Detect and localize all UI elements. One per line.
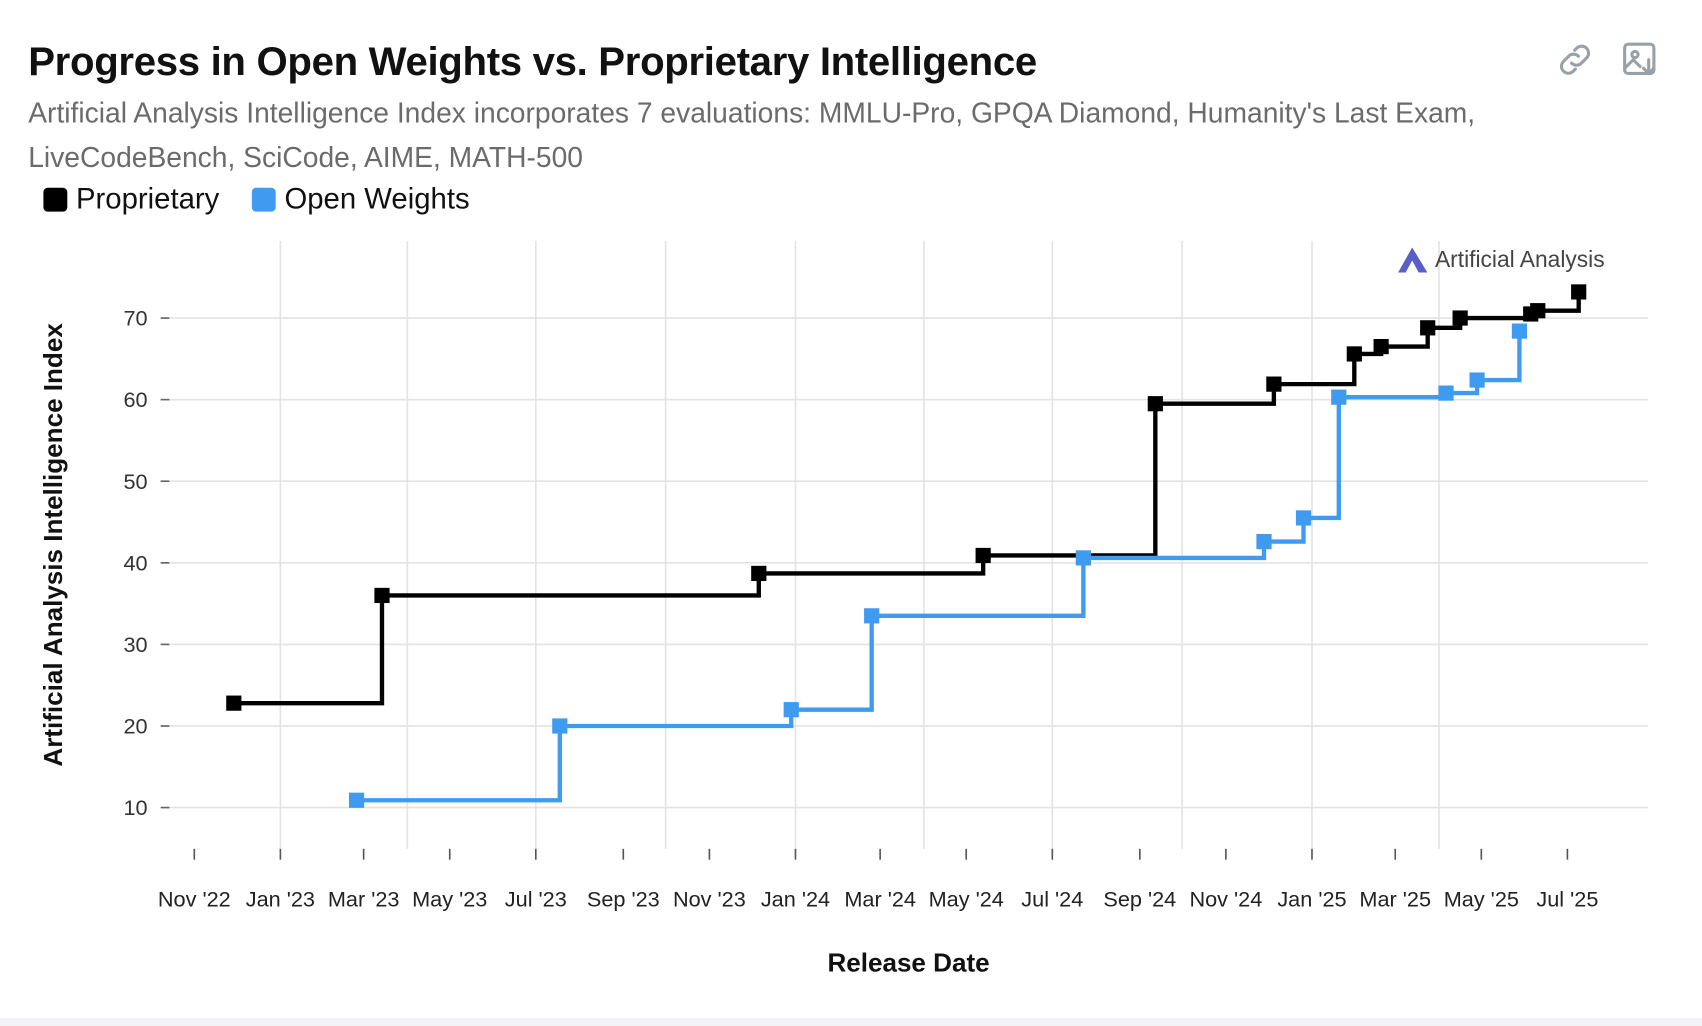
x-tick-label: Jul '23 <box>505 886 567 911</box>
data-point-proprietary <box>1571 284 1587 300</box>
data-point-proprietary <box>975 547 991 564</box>
y-tick-label: 40 <box>123 550 147 575</box>
legend-swatch-proprietary <box>43 187 68 212</box>
y-tick-label: 60 <box>123 387 147 412</box>
data-point-proprietary <box>1420 320 1436 336</box>
data-point-proprietary <box>1373 338 1389 355</box>
legend-label: Open Weights <box>284 182 470 215</box>
data-point-proprietary <box>374 587 390 604</box>
x-tick-label: Jan '24 <box>761 886 830 911</box>
y-tick-label: 70 <box>123 306 147 331</box>
x-tick-label: Sep '23 <box>587 886 660 911</box>
x-tick-label: Nov '23 <box>673 886 746 911</box>
y-tick-label: 30 <box>123 632 147 657</box>
data-point-open-weights <box>1438 385 1454 401</box>
data-point-open-weights <box>552 718 568 734</box>
data-point-proprietary <box>1147 396 1163 412</box>
x-tick-label: Mar '24 <box>844 886 916 911</box>
legend-swatch-open-weights <box>251 187 276 212</box>
x-tick-label: Jul '25 <box>1536 886 1598 911</box>
data-point-proprietary <box>1266 376 1282 392</box>
x-tick-label: May '24 <box>929 886 1004 911</box>
x-tick-label: Mar '25 <box>1359 886 1431 911</box>
x-tick-label: Mar '23 <box>328 886 400 911</box>
x-tick-label: May '23 <box>412 886 487 911</box>
legend: Proprietary Open Weights <box>43 182 470 216</box>
data-point-proprietary <box>226 695 242 711</box>
data-point-open-weights <box>783 702 799 718</box>
data-point-proprietary <box>1452 310 1468 326</box>
card-bottom-border <box>0 1018 1702 1026</box>
page-title: Progress in Open Weights vs. Proprietary… <box>28 39 1037 84</box>
y-tick-label: 50 <box>123 469 147 494</box>
y-tick-label: 10 <box>123 795 147 820</box>
data-point-open-weights <box>348 792 365 808</box>
legend-label: Proprietary <box>75 182 220 215</box>
data-point-open-weights <box>1256 533 1272 550</box>
data-point-proprietary <box>1530 303 1546 319</box>
logo-icon <box>1398 247 1428 273</box>
legend-item-proprietary[interactable]: Proprietary <box>43 182 219 216</box>
x-tick-label: May '25 <box>1444 886 1519 911</box>
watermark-text: Artificial Analysis <box>1435 246 1605 272</box>
link-icon[interactable] <box>1554 39 1595 80</box>
x-tick-label: Sep '24 <box>1103 886 1176 911</box>
data-point-open-weights <box>864 608 880 624</box>
y-axis-label: Artificial Analysis Intelligence Index <box>38 323 68 767</box>
x-tick-label: Nov '24 <box>1189 886 1262 911</box>
data-point-proprietary <box>1346 346 1362 362</box>
x-tick-label: Jan '25 <box>1277 886 1346 911</box>
data-point-proprietary <box>751 565 767 582</box>
x-tick-label: Jan '23 <box>246 886 315 911</box>
data-point-open-weights <box>1469 372 1485 388</box>
data-point-open-weights <box>1331 389 1347 405</box>
data-point-open-weights <box>1511 323 1528 339</box>
x-tick-label: Jul '24 <box>1021 886 1083 911</box>
download-image-icon[interactable] <box>1620 39 1661 80</box>
data-point-open-weights <box>1295 510 1312 526</box>
chart-subtitle: Artificial Analysis Intelligence Index i… <box>28 96 1476 174</box>
data-point-open-weights <box>1075 550 1091 566</box>
watermark-logo: Artificial Analysis <box>1398 246 1605 273</box>
x-axis-label: Release Date <box>827 947 989 977</box>
y-tick-label: 20 <box>123 714 147 739</box>
legend-item-open-weights[interactable]: Open Weights <box>251 182 470 216</box>
x-tick-label: Nov '22 <box>158 886 231 911</box>
